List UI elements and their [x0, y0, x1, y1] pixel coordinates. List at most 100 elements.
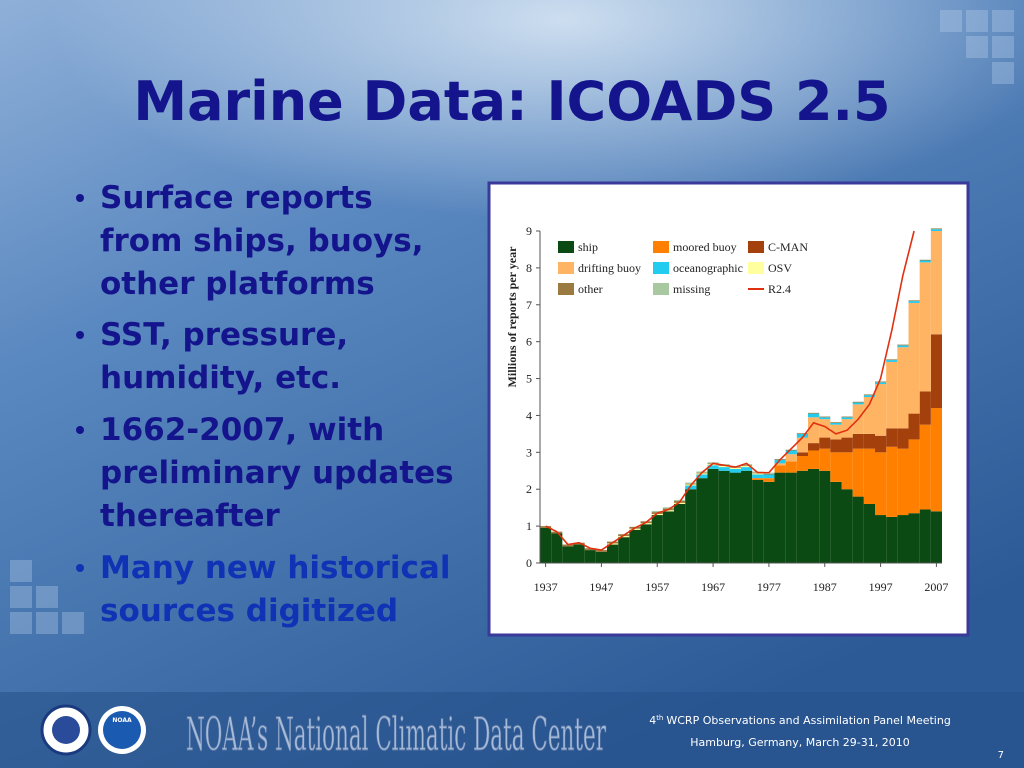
bar-segment	[551, 533, 563, 563]
bar-segment	[830, 439, 842, 453]
bar-segment	[852, 402, 864, 405]
y-tick-label: 5	[526, 372, 532, 386]
bar-segment	[819, 417, 831, 420]
bar-segment	[886, 446, 898, 517]
bar-segment	[785, 461, 797, 473]
bar-segment	[729, 468, 741, 473]
bar-segment	[573, 544, 585, 563]
bar-segment	[930, 231, 942, 335]
bar-segment	[796, 433, 808, 434]
bar-segment	[763, 481, 775, 563]
bullet-text: 1662-2007, with	[100, 412, 384, 448]
bar-segment	[841, 489, 853, 563]
bar-segment	[651, 513, 663, 516]
bar-segment	[819, 448, 831, 471]
bar-segment	[841, 417, 853, 420]
bar-segment	[908, 301, 920, 303]
bar-segment	[607, 544, 619, 563]
bar-segment	[875, 381, 887, 383]
bar-segment	[562, 546, 574, 563]
bar-segment	[785, 449, 797, 451]
meeting-location: Hamburg, Germany, March 29-31, 2010	[690, 736, 910, 749]
bar-segment	[919, 391, 931, 425]
bar-segment	[819, 419, 831, 438]
bar-segment	[863, 448, 875, 504]
footer-logos: NOAA	[40, 704, 146, 756]
bar-segment	[674, 503, 686, 563]
bullet-text: other platforms	[100, 266, 375, 302]
bar-segment	[863, 394, 875, 396]
y-axis-label: Millions of reports per year	[505, 246, 519, 388]
bar-segment	[886, 516, 898, 563]
bar-segment	[863, 503, 875, 563]
bar-segment	[919, 260, 931, 263]
bar-segment	[908, 513, 920, 563]
bar-segment	[763, 474, 775, 479]
bar-segment	[908, 439, 920, 514]
bar-segment	[674, 499, 686, 502]
logo-text: NOAA	[112, 717, 132, 724]
bar-segment	[852, 448, 864, 497]
bar-segment	[930, 229, 942, 231]
bar-segment	[830, 452, 842, 482]
bullet-dot	[76, 331, 84, 339]
legend-label: missing	[673, 282, 710, 296]
bar-segment	[741, 470, 753, 563]
bar-segment	[886, 359, 898, 361]
meeting-suffix: th	[656, 714, 663, 722]
bar-segment	[830, 481, 842, 563]
bar-segment	[796, 437, 808, 453]
bar-segment	[707, 464, 719, 466]
bar-segment	[819, 437, 831, 449]
bar-segment	[562, 544, 574, 547]
bar-segment	[774, 472, 786, 563]
bar-segment	[830, 422, 842, 423]
bar-segment	[607, 543, 619, 545]
bar-segment	[897, 448, 909, 516]
bar-segment	[774, 465, 786, 473]
bar-segment	[830, 422, 842, 425]
bar-segment	[897, 428, 909, 449]
bar-segment	[875, 515, 887, 563]
bullet-dot	[76, 426, 84, 434]
bar-segment	[540, 526, 552, 528]
bar-segment	[930, 408, 942, 512]
bar-segment	[875, 435, 887, 453]
y-tick-label: 7	[526, 298, 532, 312]
bar-segment	[908, 413, 920, 440]
legend-label: OSV	[768, 261, 792, 275]
bar-segment	[685, 485, 697, 490]
bullet-text: from ships, buoys,	[100, 223, 424, 259]
bullet-dot	[76, 194, 84, 202]
bar-segment	[908, 300, 920, 302]
bullet-text: SST, pressure,	[100, 317, 348, 353]
bar-segment	[919, 262, 931, 392]
bar-segment	[897, 347, 909, 429]
meeting-number: 4	[649, 714, 656, 727]
bar-segment	[685, 489, 697, 563]
bar-segment	[696, 474, 708, 479]
legend-label: ship	[578, 240, 598, 254]
bar-segment	[741, 467, 753, 471]
bar-segment	[707, 465, 719, 469]
bar-segment	[785, 454, 797, 462]
bar-segment	[852, 433, 864, 449]
bar-segment	[919, 259, 931, 261]
bar-segment	[707, 468, 719, 563]
bar-segment	[685, 483, 697, 485]
line-series	[545, 230, 915, 551]
bar-segment	[808, 468, 820, 563]
bar-segment	[662, 510, 674, 512]
bar-segment	[662, 507, 674, 509]
meeting-rest: WCRP Observations and Assimilation Panel…	[666, 714, 950, 727]
bar-segment	[752, 473, 764, 475]
bullet-text: humidity, etc.	[100, 360, 341, 396]
bar-segment	[796, 452, 808, 457]
bar-segment	[752, 478, 764, 480]
legend-label: drifting buoy	[578, 261, 641, 275]
legend-swatch	[748, 262, 764, 274]
bar-segment	[852, 401, 864, 403]
bar-segment	[796, 470, 808, 563]
bar-segment	[863, 433, 875, 449]
y-tick-label: 4	[526, 408, 532, 422]
